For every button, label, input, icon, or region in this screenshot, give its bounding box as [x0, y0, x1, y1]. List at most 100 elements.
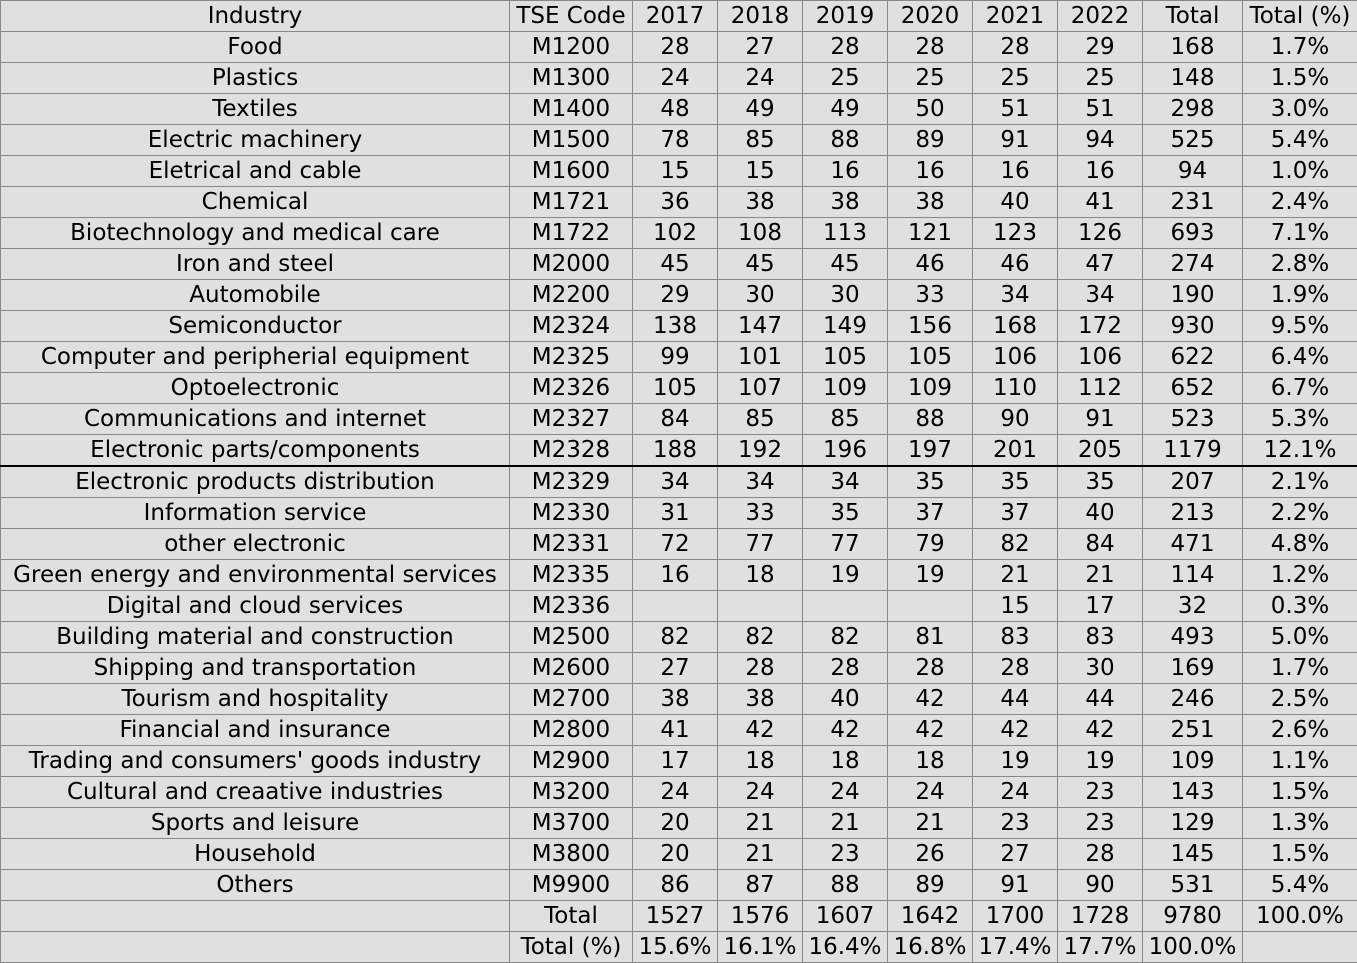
cell-y2020: 21: [888, 808, 973, 839]
cell-y2021: 15: [973, 591, 1058, 622]
cell-y2022: 44: [1058, 684, 1143, 715]
cell-y2020: 25: [888, 63, 973, 94]
cell-total-pct: 0.3%: [1243, 591, 1357, 622]
cell-y2022: 29: [1058, 32, 1143, 63]
cell-total: 143: [1143, 777, 1243, 808]
cell-total: 169: [1143, 653, 1243, 684]
cell-total: 531: [1143, 870, 1243, 901]
cell-y2017: 31: [633, 498, 718, 529]
cell-total: 129: [1143, 808, 1243, 839]
cell-y2020: 1642: [888, 901, 973, 932]
cell-tse-code: M2800: [510, 715, 633, 746]
cell-y2018: 85: [718, 404, 803, 435]
cell-y2018: 87: [718, 870, 803, 901]
cell-industry: Biotechnology and medical care: [1, 218, 510, 249]
cell-y2018: 34: [718, 466, 803, 498]
cell-y2018: 49: [718, 94, 803, 125]
cell-total-pct: 2.6%: [1243, 715, 1357, 746]
cell-y2021: 201: [973, 435, 1058, 467]
cell-y2020: 109: [888, 373, 973, 404]
cell-y2018: 21: [718, 808, 803, 839]
cell-industry: Building material and construction: [1, 622, 510, 653]
cell-industry: [1, 901, 510, 932]
cell-total: 471: [1143, 529, 1243, 560]
cell-y2018: 24: [718, 777, 803, 808]
cell-y2021: 37: [973, 498, 1058, 529]
cell-y2020: [888, 591, 973, 622]
cell-y2017: 138: [633, 311, 718, 342]
cell-y2022: 112: [1058, 373, 1143, 404]
cell-y2022: 51: [1058, 94, 1143, 125]
cell-industry: Communications and internet: [1, 404, 510, 435]
cell-total-pct: 2.8%: [1243, 249, 1357, 280]
cell-y2017: 84: [633, 404, 718, 435]
cell-tse-code: M1721: [510, 187, 633, 218]
cell-y2017: 28: [633, 32, 718, 63]
cell-y2020: 46: [888, 249, 973, 280]
cell-industry: Iron and steel: [1, 249, 510, 280]
cell-tse-code: M1200: [510, 32, 633, 63]
cell-industry: Electric machinery: [1, 125, 510, 156]
cell-total-pct: 9.5%: [1243, 311, 1357, 342]
cell-tse-code: Total: [510, 901, 633, 932]
cell-y2019: 24: [803, 777, 888, 808]
cell-y2017: 36: [633, 187, 718, 218]
cell-y2017: 99: [633, 342, 718, 373]
cell-industry: Information service: [1, 498, 510, 529]
cell-y2020: 16.8%: [888, 932, 973, 963]
cell-y2020: 33: [888, 280, 973, 311]
cell-y2022: 1728: [1058, 901, 1143, 932]
cell-y2018: 21: [718, 839, 803, 870]
cell-y2017: 20: [633, 808, 718, 839]
cell-total: 32: [1143, 591, 1243, 622]
cell-y2017: 72: [633, 529, 718, 560]
cell-y2017: 45: [633, 249, 718, 280]
cell-industry: Semiconductor: [1, 311, 510, 342]
cell-total-pct: 5.0%: [1243, 622, 1357, 653]
cell-tse-code: M2200: [510, 280, 633, 311]
cell-y2019: 88: [803, 125, 888, 156]
cell-y2019: 28: [803, 32, 888, 63]
cell-y2019: 28: [803, 653, 888, 684]
cell-y2019: 23: [803, 839, 888, 870]
cell-y2022: 94: [1058, 125, 1143, 156]
cell-tse-code: M2335: [510, 560, 633, 591]
cell-y2022: 40: [1058, 498, 1143, 529]
cell-y2021: 19: [973, 746, 1058, 777]
cell-total-pct: 5.3%: [1243, 404, 1357, 435]
cell-total-pct: 1.5%: [1243, 777, 1357, 808]
cell-tse-code: M2325: [510, 342, 633, 373]
cell-y2022: 17: [1058, 591, 1143, 622]
cell-y2021: 90: [973, 404, 1058, 435]
cell-y2019: 196: [803, 435, 888, 467]
cell-y2017: 27: [633, 653, 718, 684]
cell-total-pct: [1243, 932, 1357, 963]
cell-y2020: 79: [888, 529, 973, 560]
cell-y2017: [633, 591, 718, 622]
cell-tse-code: TSE Code: [510, 1, 633, 32]
cell-industry: [1, 932, 510, 963]
cell-y2021: 110: [973, 373, 1058, 404]
cell-y2017: 24: [633, 777, 718, 808]
cell-industry: Plastics: [1, 63, 510, 94]
cell-y2020: 89: [888, 870, 973, 901]
cell-y2020: 197: [888, 435, 973, 467]
cell-total: 114: [1143, 560, 1243, 591]
cell-tse-code: M2324: [510, 311, 633, 342]
cell-y2021: 16: [973, 156, 1058, 187]
cell-y2021: 1700: [973, 901, 1058, 932]
cell-y2019: 19: [803, 560, 888, 591]
cell-total-pct: 1.1%: [1243, 746, 1357, 777]
cell-y2019: 18: [803, 746, 888, 777]
cell-y2020: 28: [888, 653, 973, 684]
cell-y2019: 88: [803, 870, 888, 901]
totals-pct-row: Total (%)15.6%16.1%16.4%16.8%17.4%17.7%1…: [1, 932, 1357, 963]
cell-y2019: 21: [803, 808, 888, 839]
cell-industry: Industry: [1, 1, 510, 32]
